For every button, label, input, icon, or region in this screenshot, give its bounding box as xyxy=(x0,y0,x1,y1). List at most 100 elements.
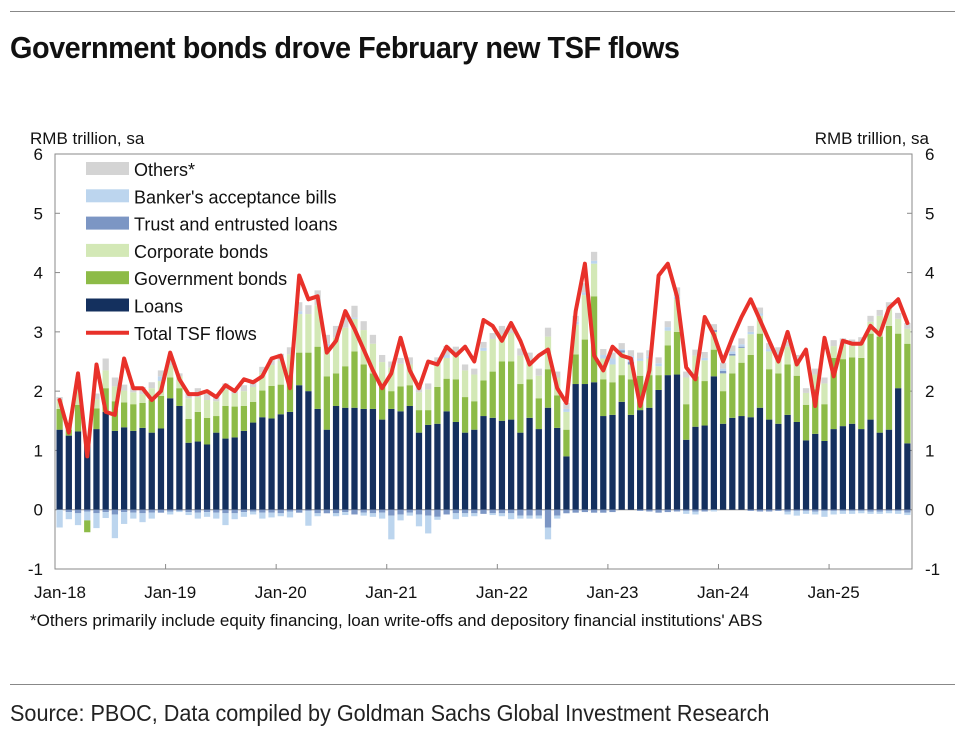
bar-trust xyxy=(93,509,100,514)
bar-loans xyxy=(572,384,579,510)
bar-trust xyxy=(406,509,413,513)
bar-bankers xyxy=(452,513,459,520)
bar-government xyxy=(286,375,294,412)
bar-corporate xyxy=(139,394,146,403)
bar-loans xyxy=(858,429,865,510)
bar-bankers xyxy=(701,357,708,361)
bar-corporate xyxy=(388,367,395,392)
bar-others xyxy=(637,352,644,359)
bar-corporate xyxy=(572,324,579,355)
bar-bankers xyxy=(766,349,773,352)
bar-corporate xyxy=(268,365,275,386)
bar-corporate xyxy=(203,400,211,418)
bar-corporate xyxy=(461,370,469,398)
bar-trust xyxy=(572,509,579,513)
bar-others xyxy=(544,327,552,337)
bar-bankers xyxy=(93,513,100,529)
bar-government xyxy=(627,379,635,415)
bar-loans xyxy=(729,417,736,510)
bar-government xyxy=(876,336,883,433)
bar-loans xyxy=(185,442,192,510)
y-tick-label-right: 0 xyxy=(925,501,934,520)
bar-bankers xyxy=(729,351,736,354)
bar-government xyxy=(93,408,100,430)
bar-loans xyxy=(434,423,441,510)
bar-corporate xyxy=(379,362,386,387)
bar-trust xyxy=(360,509,367,513)
bar-corporate xyxy=(508,333,515,362)
y-tick-label-right: 3 xyxy=(925,323,934,342)
bar-loans xyxy=(102,411,109,510)
bar-others xyxy=(683,371,690,378)
bar-others xyxy=(332,325,340,338)
bar-loans xyxy=(812,433,819,510)
bar-corporate xyxy=(858,343,865,358)
bar-trust xyxy=(489,509,496,514)
bar-corporate xyxy=(517,355,524,385)
bar-trust xyxy=(443,509,450,515)
bar-corporate xyxy=(526,361,533,380)
source-note: Source: PBOC, Data compiled by Goldman S… xyxy=(10,700,770,726)
bar-government xyxy=(526,379,533,418)
bar-government xyxy=(185,419,192,443)
bar-government xyxy=(701,381,708,426)
bar-loans xyxy=(508,419,515,510)
y-tick-label-left: 2 xyxy=(34,382,43,401)
bar-government xyxy=(406,385,413,406)
bar-loans xyxy=(498,420,506,510)
bar-loans xyxy=(93,429,100,510)
bar-loans xyxy=(388,408,395,510)
bar-bankers xyxy=(231,513,238,520)
bar-loans xyxy=(231,437,238,510)
bar-government xyxy=(342,366,349,408)
bar-others xyxy=(452,346,459,356)
bar-government xyxy=(434,386,441,424)
bar-trust xyxy=(673,509,681,512)
bar-corporate xyxy=(876,315,883,337)
bar-loans xyxy=(194,441,201,510)
bar-corporate xyxy=(535,375,542,399)
bar-loans xyxy=(443,411,450,510)
y-tick-label-right: 5 xyxy=(925,204,934,223)
bar-loans xyxy=(369,408,377,510)
bar-loans xyxy=(305,391,312,510)
bar-loans xyxy=(904,443,911,510)
bar-government xyxy=(830,357,837,430)
bar-government xyxy=(471,401,478,430)
bar-loans xyxy=(738,416,745,510)
bar-others xyxy=(517,348,524,356)
bar-trust xyxy=(839,509,847,511)
bar-government xyxy=(646,375,653,408)
bar-government xyxy=(314,346,321,409)
bar-government xyxy=(637,375,644,411)
bar-trust xyxy=(895,509,902,511)
legend-swatch-others xyxy=(86,162,129,175)
bar-government xyxy=(452,379,459,422)
bar-bankers xyxy=(342,512,349,516)
footnote: *Others primarily include equity financi… xyxy=(30,611,763,630)
x-tick-label: Jan-20 xyxy=(255,583,307,602)
bar-government xyxy=(148,400,155,433)
bar-corporate xyxy=(581,295,588,340)
bar-others xyxy=(360,321,367,331)
y-tick-label-left: 0 xyxy=(34,501,43,520)
bar-loans xyxy=(747,417,754,510)
bar-bankers xyxy=(56,509,63,528)
bar-loans xyxy=(775,423,782,510)
bar-trust xyxy=(102,509,109,513)
bar-trust xyxy=(296,509,303,513)
bar-bankers xyxy=(268,512,275,518)
bar-loans xyxy=(406,405,413,510)
bar-loans xyxy=(461,432,469,510)
bar-corporate xyxy=(563,411,570,430)
bar-others xyxy=(167,359,174,366)
bar-bankers xyxy=(719,368,727,371)
bar-trust xyxy=(590,509,598,513)
bar-loans xyxy=(895,388,902,510)
bar-trust xyxy=(692,509,699,512)
bar-trust xyxy=(738,346,745,348)
bar-bankers xyxy=(203,512,211,517)
bar-government xyxy=(517,384,524,433)
bar-others xyxy=(388,361,395,368)
